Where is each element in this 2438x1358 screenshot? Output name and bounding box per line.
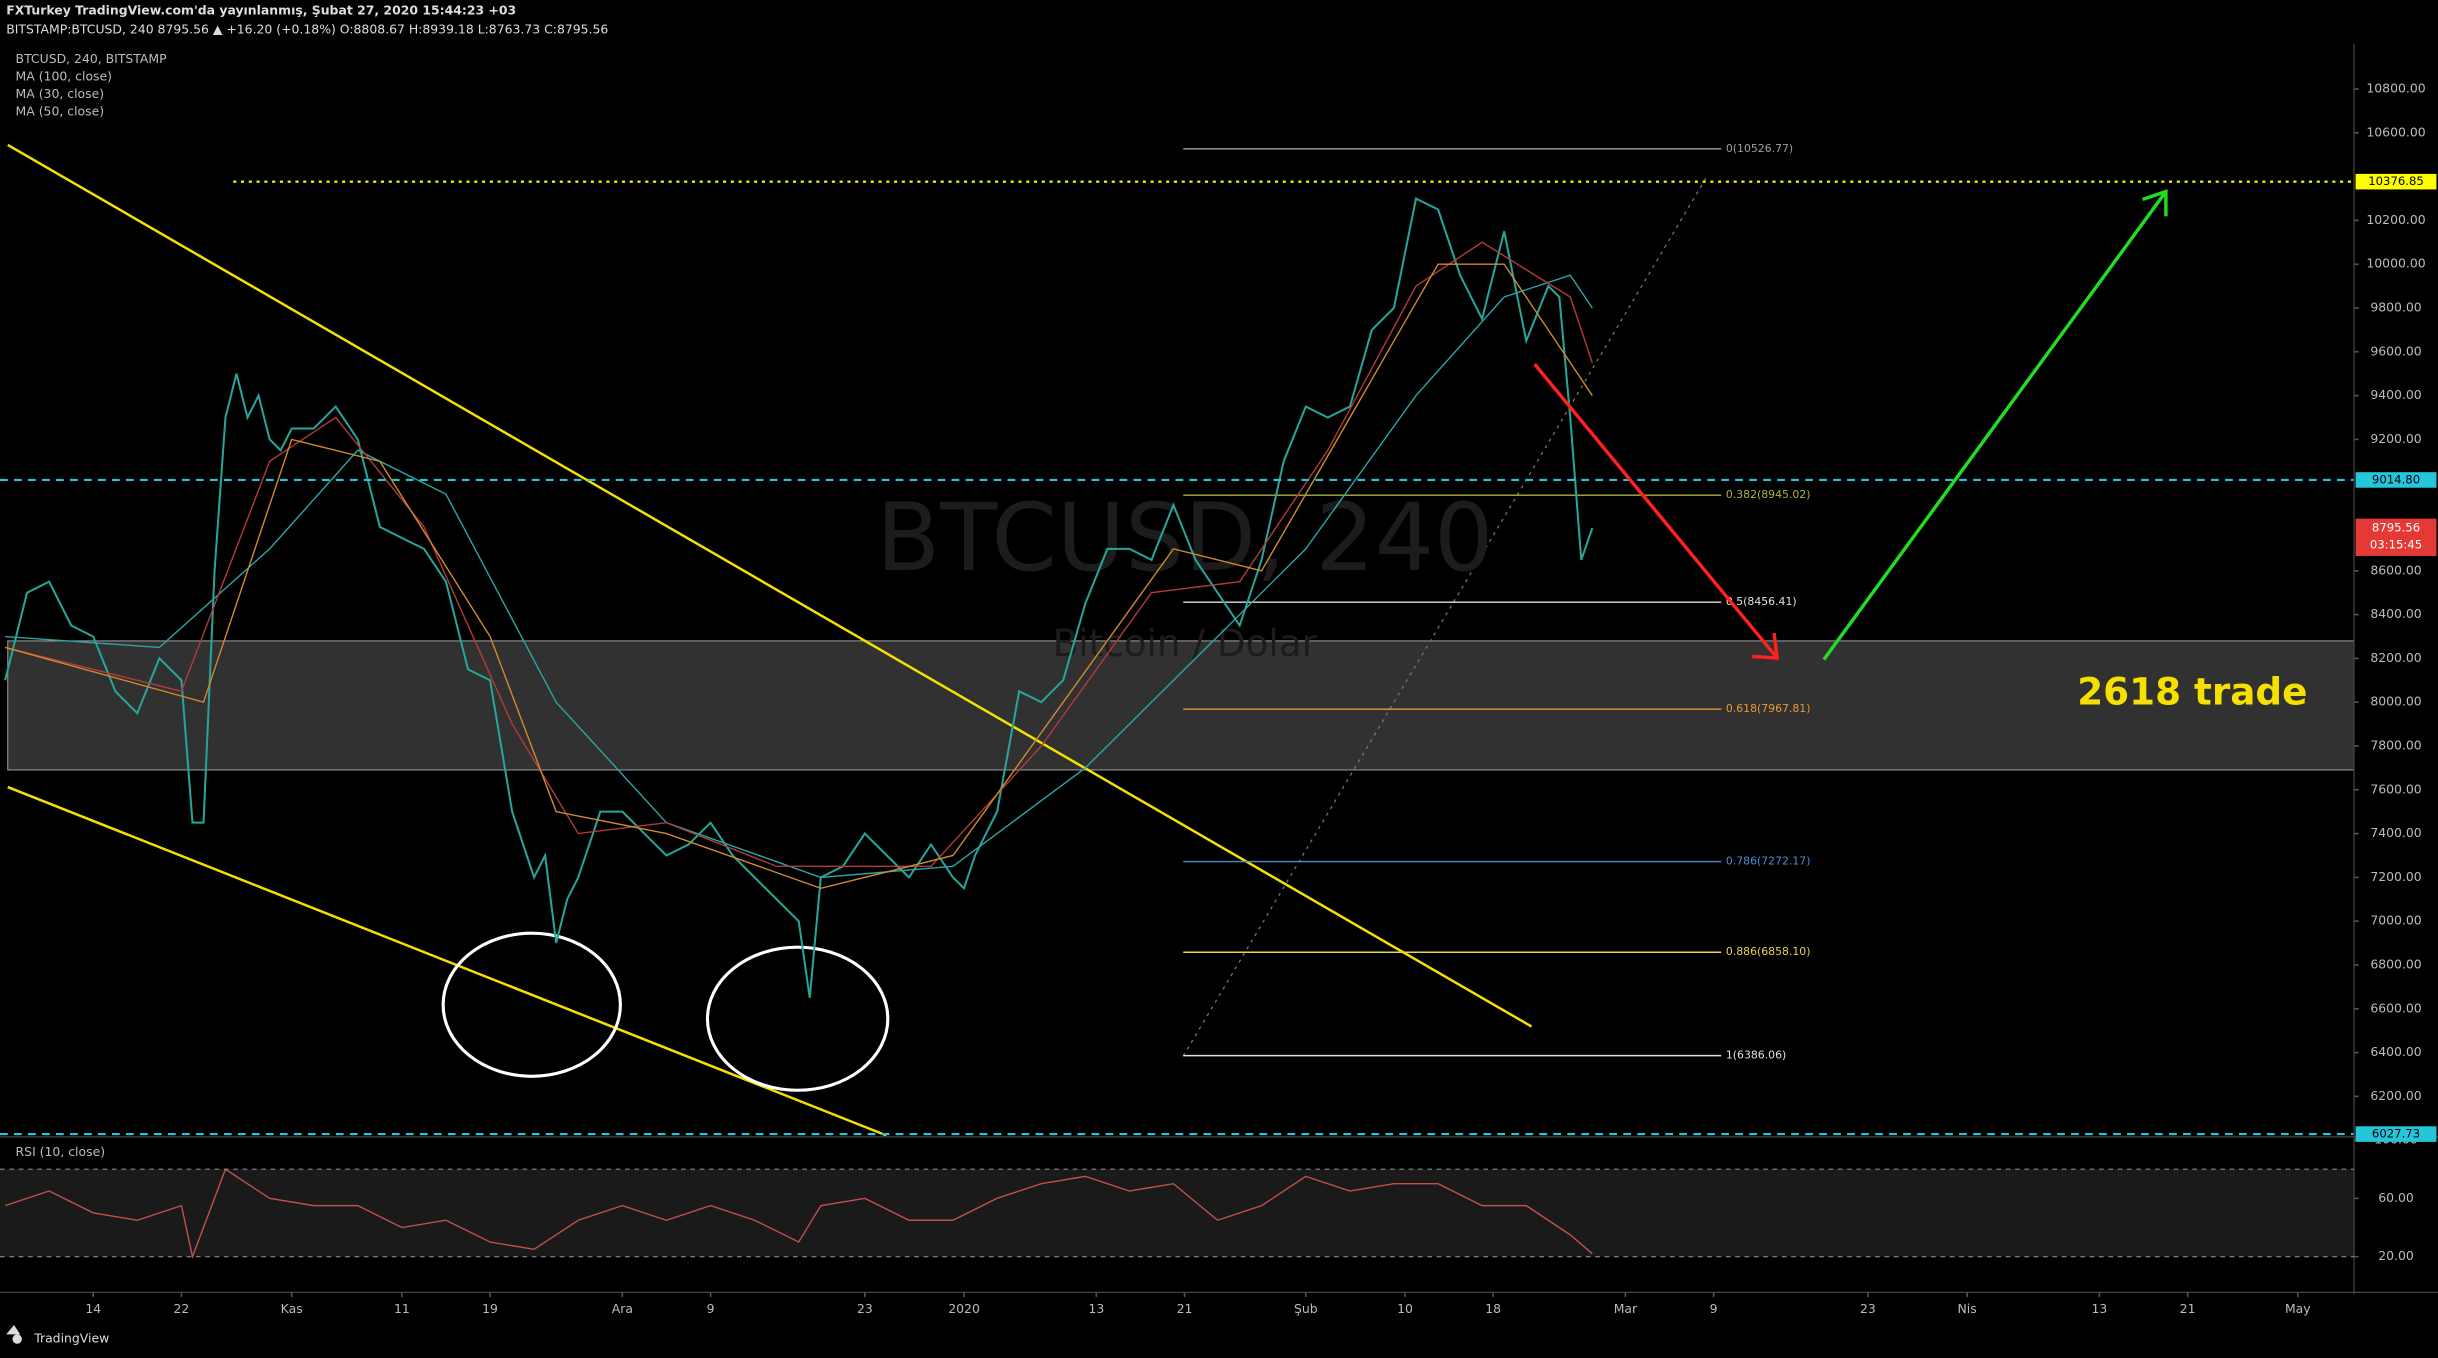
- rsi-band-fill: [0, 1169, 2355, 1257]
- x-tick-label: May: [2285, 1301, 2311, 1316]
- trend-line: [7, 143, 1533, 1028]
- price-level-label: 6027.73: [2372, 1127, 2420, 1141]
- y-tick-label: 8600.00: [2370, 562, 2421, 577]
- red-arrow-head: [1752, 632, 1780, 660]
- x-tick-label: 21: [1177, 1301, 1193, 1316]
- x-tick-label: Nis: [1958, 1301, 1977, 1316]
- x-tick-label: Mar: [1614, 1301, 1638, 1316]
- highlight-ellipse: [705, 945, 890, 1092]
- x-tick-label: 23: [857, 1301, 873, 1316]
- y-tick-label: 9800.00: [2370, 299, 2421, 314]
- x-tick-label: 9: [707, 1301, 715, 1316]
- y-tick-label: 8200.00: [2370, 650, 2421, 665]
- annotation: 2618 trade: [2077, 669, 2307, 713]
- countdown: 03:15:45: [2370, 538, 2422, 552]
- fib-label: 0.5(8456.41): [1726, 595, 1797, 608]
- y-tick-label: 9200.00: [2370, 431, 2421, 446]
- y-tick-label: 9600.00: [2370, 343, 2421, 358]
- highlight-ellipse: [441, 931, 622, 1078]
- y-tick-label: 10200.00: [2366, 212, 2425, 227]
- x-tick-label: 21: [2180, 1301, 2196, 1316]
- fib-label: 0.886(6858.10): [1726, 945, 1811, 958]
- trend-line: [7, 785, 887, 1137]
- x-tick-label: 18: [1485, 1301, 1501, 1316]
- y-tick-label: 7000.00: [2370, 913, 2421, 928]
- marks: 0(10526.77) 0.382(8945.02) 0.5(8456.41) 0.6…: [0, 142, 2355, 1260]
- price-line: [4, 197, 1594, 998]
- green-arrow: [1822, 190, 2168, 661]
- watermark: BTCUSD, 240: [876, 484, 1493, 593]
- x-tick-label: 9: [1710, 1301, 1718, 1316]
- brand-logo: [6, 1325, 22, 1344]
- y-tick-label: 7400.00: [2370, 825, 2421, 840]
- fib-label: 0.786(7272.17): [1726, 855, 1811, 868]
- x-tick-label: Kas: [281, 1301, 303, 1316]
- price-level-label: 10376.85: [2368, 174, 2424, 188]
- fib-label: 0(10526.77): [1726, 142, 1793, 155]
- price-line: [4, 1168, 1593, 1260]
- brand: TradingView: [33, 1331, 109, 1346]
- quote: BITSTAMP:BTCUSD, 240 8795.56 ▲ +16.20 (+…: [6, 21, 608, 36]
- y-tick-label: 8400.00: [2370, 606, 2421, 621]
- price-level-label: 9014.80: [2372, 472, 2420, 486]
- legend-entry: MA (50, close): [16, 104, 105, 119]
- y-tick-label: 6200.00: [2370, 1088, 2421, 1103]
- publisher: FXTurkey TradingView.com'da yayınlanmış,…: [6, 3, 516, 18]
- green-arrow-head: [2142, 189, 2168, 217]
- y-tick-label: 60.00: [2378, 1190, 2414, 1205]
- x-tick-label: 22: [174, 1301, 190, 1316]
- drawings: [7, 143, 2355, 1137]
- arrows: [1533, 189, 2168, 661]
- fib-label: 0.382(8945.02): [1726, 488, 1811, 501]
- x-tick-label: 19: [482, 1301, 498, 1316]
- y-tick-label: 7600.00: [2370, 781, 2421, 796]
- y-tick-label: 9400.00: [2370, 387, 2421, 402]
- last-price-tag: [2355, 518, 2437, 556]
- y-tick-label: 8000.00: [2370, 694, 2421, 709]
- y-tick-label: 20.00: [2378, 1248, 2414, 1263]
- x-tick-label: 23: [1860, 1301, 1876, 1316]
- legend-entry: MA (100, close): [16, 68, 112, 83]
- y-tick-label: 6400.00: [2370, 1044, 2421, 1059]
- last-price-label: 8795.56: [2372, 520, 2420, 534]
- price-level-tag: [2355, 472, 2437, 488]
- y-tick-label: 10000.00: [2366, 256, 2425, 271]
- x-tick-label: 11: [394, 1301, 410, 1316]
- x-tick-label: 10: [1397, 1301, 1413, 1316]
- x-tick-label: Ara: [612, 1301, 633, 1316]
- x-tick-label: 2020: [948, 1301, 980, 1316]
- fib-label: 0.618(7967.81): [1726, 702, 1811, 715]
- legend-symbol: BTCUSD, 240, BITSTAMP: [16, 51, 168, 66]
- ma-line: [4, 241, 1593, 868]
- y-tick-label: 10600.00: [2366, 124, 2425, 139]
- support-zone: [7, 640, 2355, 771]
- rsi-title: RSI (10, close): [16, 1144, 106, 1159]
- ma-line: [4, 263, 1593, 890]
- price-level-tag: [2355, 1126, 2437, 1142]
- y-tick-label: 6600.00: [2370, 1000, 2421, 1015]
- y-tick-label: 10800.00: [2366, 81, 2425, 96]
- price-level-tag: [2355, 173, 2437, 190]
- y-tick-label: 6800.00: [2370, 956, 2421, 971]
- red-arrow: [1533, 363, 1779, 660]
- legend-entry: MA (30, close): [16, 86, 105, 101]
- x-tick-label: 13: [1088, 1301, 1104, 1316]
- y-tick-label: 7200.00: [2370, 869, 2421, 884]
- watermark-sub: Bitcoin / Dolar: [1053, 621, 1318, 665]
- fib-label: 1(6386.06): [1726, 1049, 1786, 1062]
- x-tick-label: 13: [2092, 1301, 2108, 1316]
- x-tick-label: 14: [85, 1301, 101, 1316]
- y-tick-label: 7800.00: [2370, 737, 2421, 752]
- x-tick-label: Şub: [1294, 1301, 1318, 1316]
